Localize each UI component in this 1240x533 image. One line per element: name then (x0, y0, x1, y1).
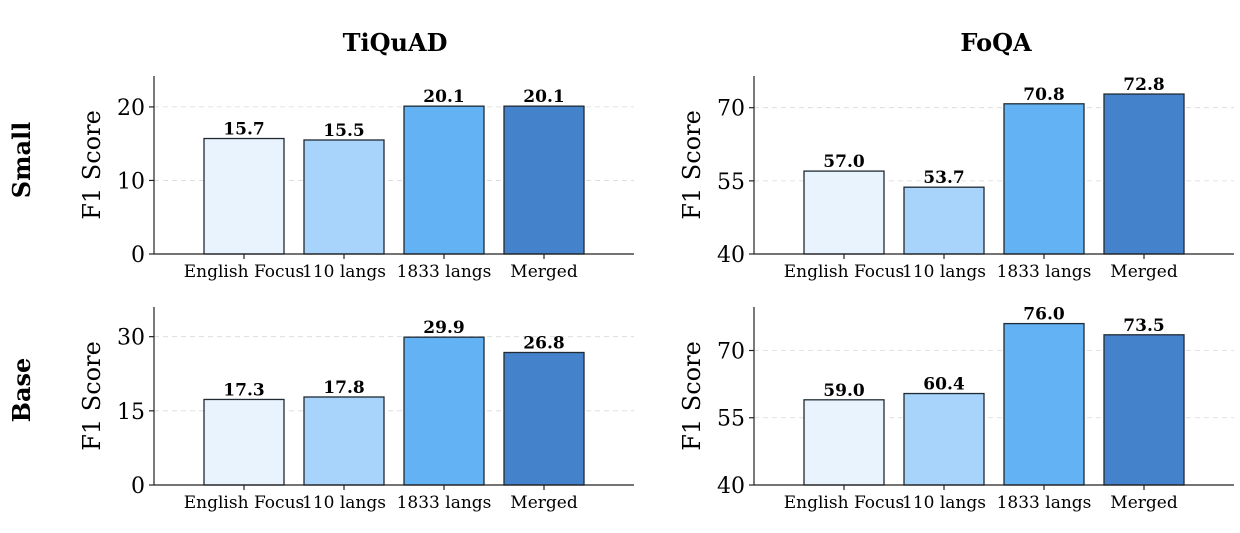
bar-110-langs (303, 139, 385, 255)
bar-merged (503, 351, 585, 486)
bar-english-focus (203, 137, 285, 255)
value-label: 15.7 (223, 120, 264, 140)
bar-merged (1103, 93, 1185, 255)
bar-110-langs (903, 392, 985, 486)
value-label: 60.4 (923, 375, 965, 395)
y-tick-label: 15 (117, 400, 145, 425)
y-axis-label: F1 Score (78, 341, 106, 451)
y-tick-label: 0 (131, 243, 145, 268)
panel-foqa-small: 40 55 70 57.0 English Focus 53.7 110 langs 70.8… (678, 75, 1234, 282)
bar-110-langs (903, 186, 985, 255)
value-label: 17.3 (223, 380, 264, 400)
y-axis-label: F1 Score (78, 110, 106, 220)
value-label: 17.8 (323, 378, 364, 398)
x-tick-label: English Focus (184, 493, 305, 513)
y-axis-label: F1 Score (678, 341, 706, 451)
chart-panels: 0 10 20 15.7 English Focus 15.5 110 langs 20.1 1… (78, 75, 1234, 513)
y-tick-label: 40 (717, 243, 745, 268)
bar-1833-langs (403, 105, 485, 255)
x-tick-label: English Focus (184, 262, 305, 282)
bar-110-langs (303, 396, 385, 486)
bar-merged (503, 105, 585, 255)
y-tick-label: 30 (117, 326, 145, 351)
bar-merged (1103, 334, 1185, 486)
value-label: 20.1 (523, 87, 564, 107)
value-label: 57.0 (823, 152, 865, 172)
x-tick-label: English Focus (784, 493, 905, 513)
column-title-foqa: FoQA (960, 28, 1032, 57)
x-tick-label: 1833 langs (997, 493, 1092, 513)
x-tick-label: Merged (510, 262, 578, 282)
column-title-tiquad: TiQuAD (343, 28, 448, 57)
x-tick-label: Merged (1110, 493, 1178, 513)
value-label: 72.8 (1123, 75, 1164, 95)
value-label: 59.0 (823, 381, 865, 401)
bar-1833-langs (403, 336, 485, 486)
bar-1833-langs (1003, 322, 1085, 486)
value-label: 53.7 (923, 168, 964, 188)
x-tick-label: 110 langs (302, 262, 386, 282)
value-label: 26.8 (523, 333, 564, 353)
value-label: 15.5 (323, 121, 364, 141)
y-tick-label: 0 (131, 474, 145, 499)
y-tick-label: 70 (717, 339, 745, 364)
y-tick-label: 55 (717, 407, 745, 432)
y-tick-label: 10 (117, 169, 145, 194)
y-tick-label: 55 (717, 170, 745, 195)
value-label: 20.1 (423, 87, 464, 107)
value-label: 29.9 (423, 318, 464, 338)
value-label: 70.8 (1023, 85, 1064, 105)
x-tick-label: 110 langs (302, 493, 386, 513)
y-axis-label: F1 Score (678, 110, 706, 220)
y-tick-label: 40 (717, 474, 745, 499)
bar-english-focus (803, 399, 885, 486)
value-label: 76.0 (1023, 305, 1065, 325)
panel-foqa-base: 40 55 70 59.0 English Focus 60.4 110 langs 76.0… (678, 305, 1234, 513)
x-tick-label: 110 langs (902, 493, 986, 513)
x-tick-label: Merged (510, 493, 578, 513)
x-tick-label: English Focus (784, 262, 905, 282)
y-tick-label: 70 (717, 97, 745, 122)
x-tick-label: 1833 langs (397, 493, 492, 513)
y-tick-label: 20 (117, 96, 145, 121)
bar-1833-langs (1003, 103, 1085, 255)
row-title-small: Small (7, 122, 36, 199)
x-tick-label: 1833 langs (997, 262, 1092, 282)
bar-english-focus (803, 170, 885, 255)
x-tick-label: 110 langs (902, 262, 986, 282)
panel-tiquad-small: 0 10 20 15.7 English Focus 15.5 110 langs 20.1 1… (78, 76, 634, 282)
x-tick-label: 1833 langs (397, 262, 492, 282)
bar-english-focus (203, 398, 285, 486)
panel-tiquad-base: 0 15 30 17.3 English Focus 17.8 110 langs 29.9 1… (78, 307, 634, 513)
row-title-base: Base (7, 358, 36, 423)
x-tick-label: Merged (1110, 262, 1178, 282)
value-label: 73.5 (1123, 316, 1164, 336)
